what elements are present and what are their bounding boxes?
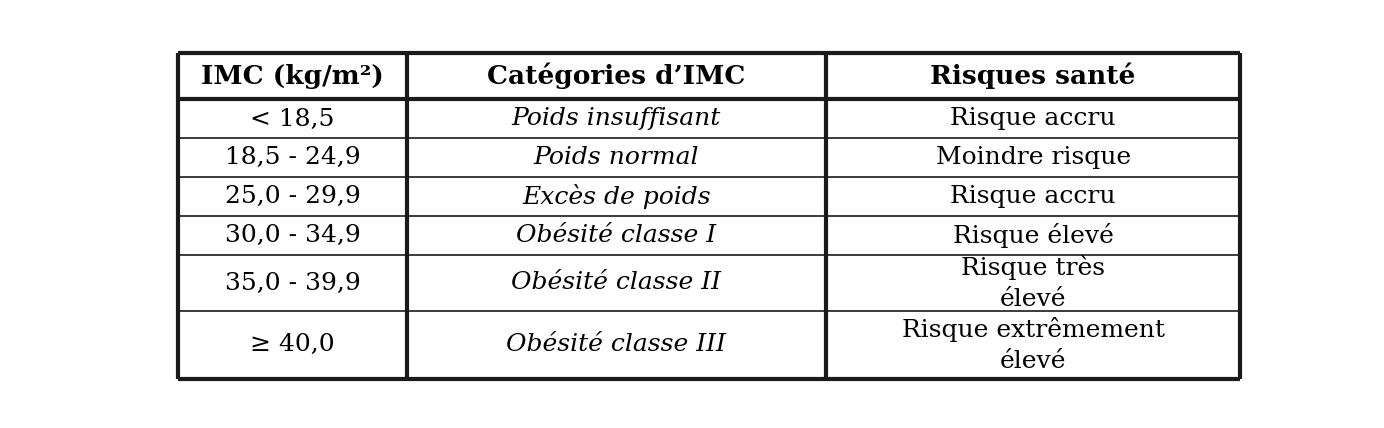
Text: 35,0 - 39,9: 35,0 - 39,9 <box>224 271 360 294</box>
Text: Risque extrêmement
élevé: Risque extrêmement élevé <box>901 318 1165 372</box>
Text: Risque très
élevé: Risque très élevé <box>960 256 1106 311</box>
Text: Risque accru: Risque accru <box>951 185 1116 208</box>
Text: Obésité classe III: Obésité classe III <box>507 333 727 357</box>
Text: Obésité classe I: Obésité classe I <box>516 224 717 247</box>
Text: 30,0 - 34,9: 30,0 - 34,9 <box>224 224 360 247</box>
Text: Poids normal: Poids normal <box>534 146 699 169</box>
Text: Risque accru: Risque accru <box>951 107 1116 131</box>
Text: < 18,5: < 18,5 <box>251 107 335 131</box>
Text: Risque élevé: Risque élevé <box>952 223 1114 248</box>
Text: 18,5 - 24,9: 18,5 - 24,9 <box>224 146 360 169</box>
Text: 25,0 - 29,9: 25,0 - 29,9 <box>224 185 360 208</box>
Text: Moindre risque: Moindre risque <box>936 146 1131 169</box>
Text: Excès de poids: Excès de poids <box>522 184 711 209</box>
Text: Obésité classe II: Obésité classe II <box>511 271 721 294</box>
Text: Poids insuffisant: Poids insuffisant <box>512 107 721 131</box>
Text: IMC (kg/m²): IMC (kg/m²) <box>201 64 383 89</box>
Text: Catégories d’IMC: Catégories d’IMC <box>487 63 746 89</box>
Text: Risques santé: Risques santé <box>930 63 1136 89</box>
Text: ≥ 40,0: ≥ 40,0 <box>251 333 335 357</box>
